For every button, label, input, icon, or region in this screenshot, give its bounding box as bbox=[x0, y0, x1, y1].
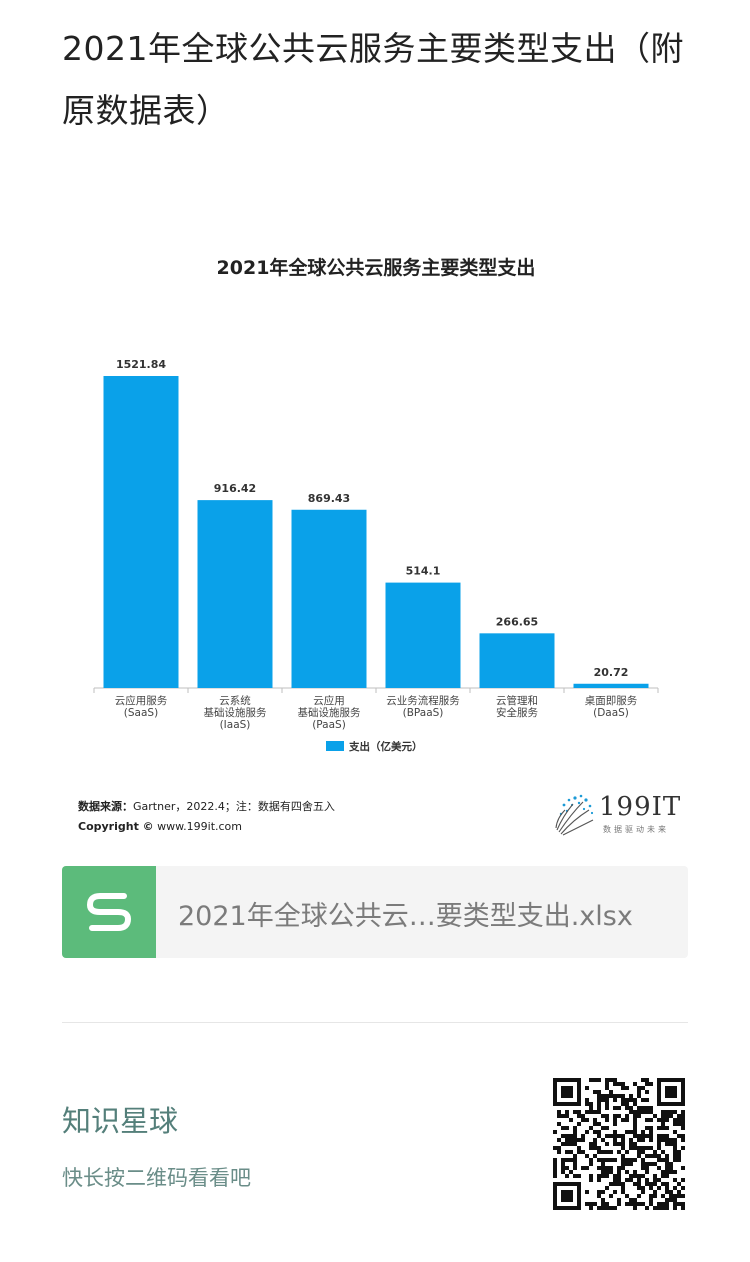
legend-swatch bbox=[326, 741, 344, 751]
bar-chart: 2021年全球公共云服务主要类型支出 1521.84 云应用服务(SaaS) 916.… bbox=[93, 256, 659, 753]
legend-label: 支出（亿美元） bbox=[348, 740, 423, 753]
copyright: Copyright © www.199it.com bbox=[78, 820, 242, 833]
bar bbox=[197, 500, 273, 688]
x-tick-label: (BPaaS) bbox=[403, 707, 444, 719]
bar-value-label: 869.43 bbox=[308, 492, 350, 505]
x-tick-label: 安全服务 bbox=[496, 706, 538, 719]
x-tick-label: 基础设施服务 bbox=[298, 706, 361, 719]
chart-image: 2021年全球公共云服务主要类型支出 1521.84 云应用服务 (SaaS) 916.… bbox=[62, 230, 690, 850]
spreadsheet-s-icon bbox=[62, 866, 156, 958]
planet-title: 知识星球 bbox=[62, 1104, 179, 1138]
x-tick-label: (PaaS) bbox=[312, 719, 346, 731]
brand-logo: 199IT 数据驱动未来 bbox=[553, 790, 683, 840]
bar bbox=[291, 509, 367, 688]
data-source: 数据来源：Gartner，2022.4；注：数据有四舍五入 bbox=[78, 798, 335, 814]
bar-value-label: 916.42 bbox=[214, 482, 256, 495]
planet-subtitle: 快长按二维码看看吧 bbox=[62, 1166, 251, 1190]
copyright-url: www.199it.com bbox=[157, 820, 243, 833]
x-tick-label: (DaaS) bbox=[593, 707, 629, 719]
chart-title: 2021年全球公共云服务主要类型支出 bbox=[217, 256, 536, 279]
bar-value-label: 20.72 bbox=[594, 666, 629, 679]
bar bbox=[103, 376, 179, 688]
bar bbox=[573, 683, 649, 688]
x-tick-label: (SaaS) bbox=[124, 707, 158, 719]
brand-name: 199IT bbox=[599, 792, 682, 822]
bar-value-label: 514.1 bbox=[406, 565, 441, 578]
x-tick-label: 云系统 bbox=[219, 694, 251, 707]
brand-slogan: 数据驱动未来 bbox=[603, 825, 669, 834]
x-tick-label: 桌面即服务 bbox=[585, 694, 638, 707]
copyright-label: Copyright © bbox=[78, 820, 154, 833]
bar-value-label: 1521.84 bbox=[116, 358, 166, 371]
x-tick-label: 云应用服务 bbox=[115, 694, 168, 707]
x-tick-label: 云应用 bbox=[313, 694, 345, 707]
x-tick-label: 云业务流程服务 bbox=[386, 694, 460, 707]
x-tick-label: 云管理和 bbox=[496, 694, 538, 707]
attachment-file-name: 2021年全球公共云…要类型支出.xlsx bbox=[178, 901, 633, 932]
source-text: Gartner，2022.4；注：数据有四舍五入 bbox=[133, 800, 335, 813]
dandelion-icon bbox=[555, 794, 594, 836]
source-label: 数据来源： bbox=[78, 800, 133, 813]
bar bbox=[479, 633, 555, 688]
bar-value-label: 266.65 bbox=[496, 615, 538, 628]
attachment-card[interactable]: 2021年全球公共云…要类型支出.xlsx bbox=[62, 866, 688, 958]
x-tick-label: 基础设施服务 bbox=[204, 706, 267, 719]
qr-code-icon[interactable] bbox=[553, 1078, 685, 1210]
page-title: 2021年全球公共云服务主要类型支出（附原数据表） bbox=[62, 29, 684, 130]
bar bbox=[385, 582, 461, 688]
divider bbox=[62, 1022, 688, 1023]
x-tick-label: (IaaS) bbox=[220, 719, 251, 731]
